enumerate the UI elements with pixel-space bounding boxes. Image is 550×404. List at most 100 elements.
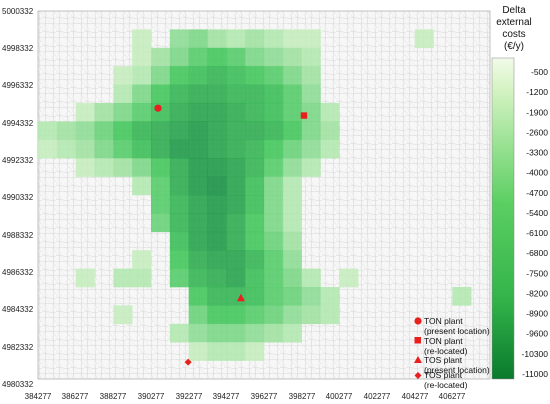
heat-cell bbox=[132, 47, 152, 67]
heat-cell bbox=[282, 29, 302, 49]
heat-cell bbox=[75, 121, 95, 141]
heat-cell bbox=[320, 121, 340, 141]
heat-cell bbox=[113, 121, 133, 141]
heat-cell bbox=[132, 66, 152, 85]
heat-cell bbox=[264, 268, 284, 288]
x-tick: 402277 bbox=[364, 392, 391, 401]
colorbar-title: external bbox=[496, 17, 532, 28]
y-tick: 4982332 bbox=[2, 343, 34, 352]
x-tick: 396277 bbox=[251, 392, 278, 401]
heat-cell bbox=[226, 103, 246, 122]
heat-cell bbox=[414, 29, 434, 49]
circle-plant-marker bbox=[154, 104, 162, 112]
heat-cell bbox=[75, 268, 95, 288]
heat-cell bbox=[282, 268, 302, 288]
legend-label: TON plant bbox=[424, 316, 463, 326]
heat-cell bbox=[113, 84, 133, 104]
heat-cell bbox=[282, 305, 302, 325]
colorbar-label: -8900 bbox=[526, 309, 548, 319]
heat-cell bbox=[264, 66, 284, 85]
heat-cell bbox=[245, 195, 265, 214]
colorbar-label: -1200 bbox=[526, 87, 548, 97]
heat-cell bbox=[264, 139, 284, 159]
triangle-plant-marker bbox=[236, 293, 245, 302]
heat-cell bbox=[226, 84, 246, 104]
colorbar-label: -5400 bbox=[526, 208, 548, 218]
heat-cell bbox=[226, 139, 246, 159]
heat-cell bbox=[132, 250, 152, 269]
heat-cell bbox=[226, 66, 246, 85]
heat-cell bbox=[226, 268, 246, 288]
colorbar-label: -500 bbox=[531, 67, 548, 77]
y-tick: 4992332 bbox=[2, 156, 34, 165]
y-tick: 4996332 bbox=[2, 81, 34, 90]
heat-cell bbox=[132, 84, 152, 104]
heat-cell bbox=[245, 29, 265, 49]
heat-cell bbox=[132, 176, 152, 196]
heat-cell bbox=[226, 158, 246, 177]
colorbar-label: -2600 bbox=[526, 127, 548, 137]
heat-cell bbox=[264, 250, 284, 269]
heat-cell bbox=[226, 231, 246, 251]
x-tick: 392277 bbox=[176, 392, 203, 401]
legend-label: TOS plant bbox=[424, 355, 463, 365]
heat-cell bbox=[132, 268, 152, 288]
colorbar: Delta external costs (€/y) -500 -1200 -190… bbox=[491, 5, 548, 380]
heat-cell bbox=[226, 323, 246, 343]
legend-label: TON plant bbox=[424, 336, 463, 346]
heat-cell bbox=[188, 139, 208, 159]
heat-cell bbox=[188, 195, 208, 214]
heat-cell bbox=[282, 66, 302, 85]
heat-cell bbox=[245, 84, 265, 104]
legend-label: TOS plant bbox=[424, 370, 463, 380]
heat-cell bbox=[301, 268, 321, 288]
colorbar-label: -6800 bbox=[526, 248, 548, 258]
colorbar-label: -11000 bbox=[522, 369, 548, 379]
heat-cell bbox=[169, 213, 189, 233]
heat-cell bbox=[113, 158, 133, 177]
heat-cell bbox=[264, 195, 284, 214]
heat-cell bbox=[169, 66, 189, 85]
heat-cell bbox=[264, 47, 284, 67]
legend-label: (re-located) bbox=[424, 380, 468, 390]
heat-cell bbox=[207, 158, 227, 177]
heat-cell bbox=[282, 323, 302, 343]
heat-cell bbox=[151, 139, 171, 159]
heat-cell bbox=[282, 139, 302, 159]
heat-cell bbox=[207, 287, 227, 306]
heat-cell bbox=[301, 29, 321, 49]
heat-cell bbox=[188, 305, 208, 325]
heat-cell bbox=[282, 84, 302, 104]
heat-cell bbox=[264, 213, 284, 233]
heat-cell bbox=[226, 342, 246, 361]
heat-cell bbox=[188, 213, 208, 233]
heat-cell bbox=[169, 121, 189, 141]
heat-cell bbox=[207, 139, 227, 159]
heat-cell bbox=[301, 84, 321, 104]
heat-cell bbox=[188, 342, 208, 361]
y-axis-ticks: 5000332 4998332 4996332 4994332 4992332 … bbox=[2, 7, 34, 389]
colorbar-label: -9600 bbox=[526, 329, 548, 339]
heat-cell bbox=[301, 66, 321, 85]
heat-cell bbox=[320, 103, 340, 122]
heat-cell bbox=[188, 287, 208, 306]
heat-cell bbox=[169, 250, 189, 269]
heat-cell bbox=[132, 29, 152, 49]
heat-cell bbox=[207, 231, 227, 251]
heat-cell bbox=[151, 158, 171, 177]
heat-cell bbox=[151, 66, 171, 85]
heat-cell bbox=[282, 176, 302, 196]
heat-cell bbox=[264, 231, 284, 251]
heat-cell bbox=[207, 342, 227, 361]
heat-cell bbox=[188, 250, 208, 269]
legend-diamond-marker bbox=[414, 372, 422, 379]
heat-cell bbox=[188, 66, 208, 85]
heat-cell bbox=[169, 29, 189, 49]
colorbar-label: -7500 bbox=[526, 268, 548, 278]
heat-cell bbox=[282, 250, 302, 269]
y-tick: 4988332 bbox=[2, 231, 34, 240]
colorbar-label: -8200 bbox=[526, 288, 548, 298]
heat-cell bbox=[75, 158, 95, 177]
heat-cell bbox=[282, 47, 302, 67]
